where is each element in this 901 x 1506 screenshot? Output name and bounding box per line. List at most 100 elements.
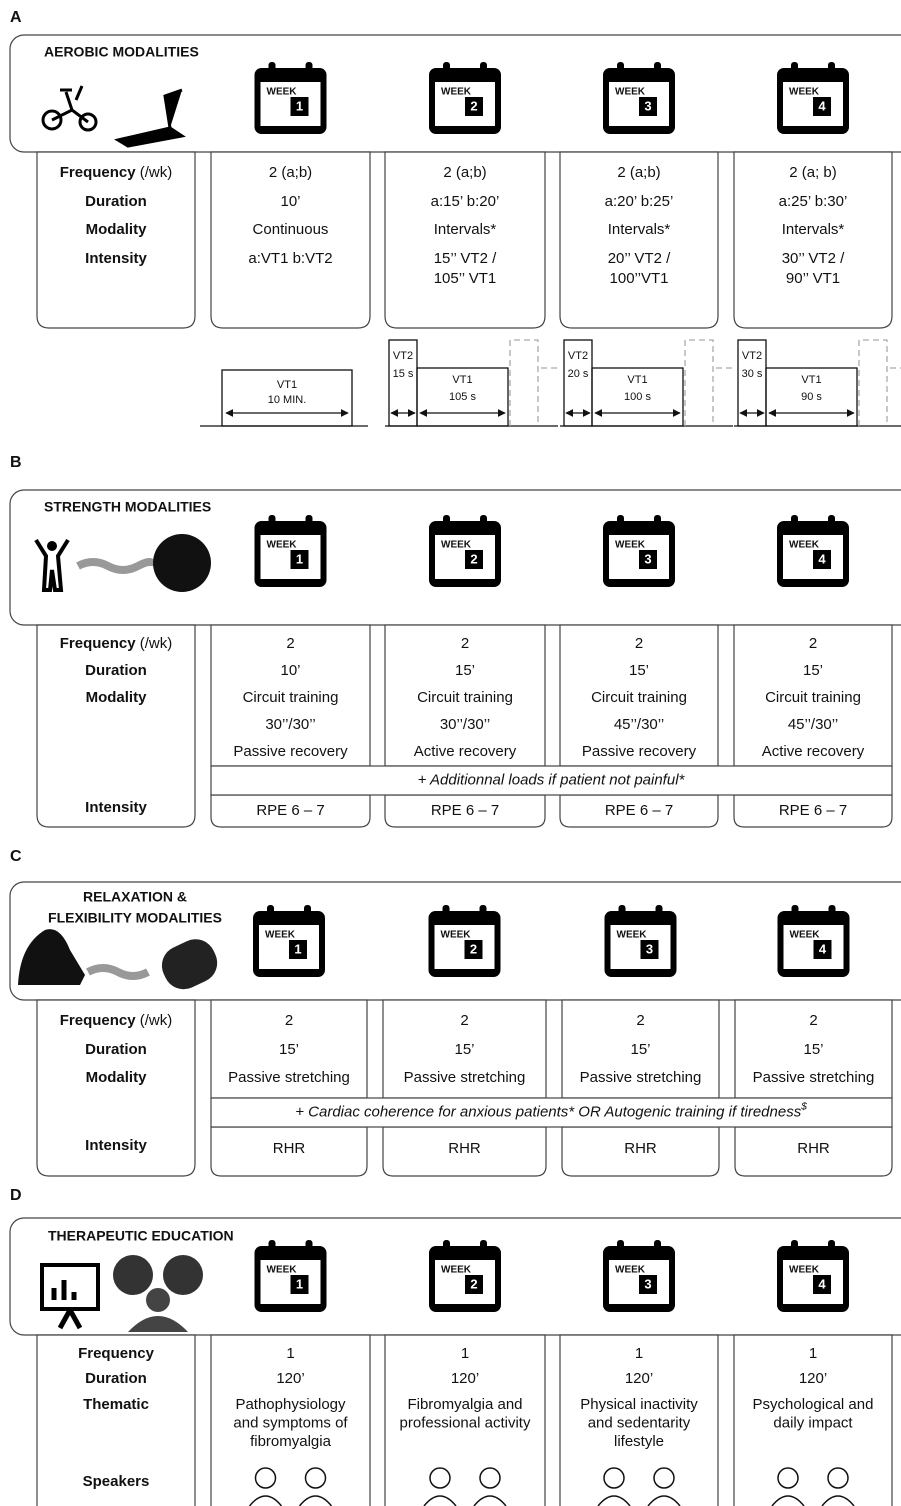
intensity-box — [733, 794, 893, 828]
calendar-ring — [617, 1240, 624, 1254]
row-label: Frequency — [78, 1345, 155, 1362]
cell-text: Circuit training — [417, 689, 513, 706]
week-label: WEEK — [789, 87, 820, 98]
column-box — [733, 151, 893, 329]
column-box — [382, 999, 547, 1099]
diagram-label: VT1 — [627, 374, 647, 386]
calendar-ring — [305, 62, 313, 76]
column-box — [384, 1334, 546, 1506]
cell-text: 45’’/30’’ — [788, 716, 838, 733]
week-badge — [640, 940, 659, 959]
week-number: 2 — [470, 1276, 477, 1291]
ball-icon — [153, 534, 211, 592]
cell-text: Continuous — [253, 221, 329, 238]
bike-frame — [51, 85, 89, 124]
cell-text: a:VT1 b:VT2 — [248, 250, 332, 267]
cell-text: daily impact — [773, 1414, 853, 1431]
intensity-text: RHR — [273, 1140, 306, 1157]
calendar-ring — [828, 1240, 835, 1254]
speaker-icon — [827, 1467, 849, 1489]
cell-text: 30’’/30’’ — [265, 716, 315, 733]
vt1-block — [416, 367, 509, 427]
cell-text: professional activity — [400, 1414, 531, 1431]
week-badge — [290, 1275, 309, 1294]
week-label: WEEK — [441, 87, 472, 98]
cell-text: 2 — [809, 635, 817, 652]
row-label: Intensity — [85, 799, 147, 816]
note-box — [210, 765, 893, 796]
week-number: 3 — [646, 941, 653, 956]
row-label: Duration — [85, 662, 147, 679]
vt1-block — [221, 369, 353, 427]
speaker-icon — [248, 1495, 283, 1506]
row-label-box — [36, 1334, 196, 1506]
speaker-icon — [653, 1467, 675, 1489]
row-label: Intensity — [85, 1137, 147, 1154]
week-badge — [813, 97, 831, 116]
week-badge — [290, 550, 309, 569]
cell-text: 15’ — [455, 662, 475, 679]
panel-letter: D — [10, 1187, 22, 1204]
cell-text: a:25’ b:30’ — [779, 193, 848, 210]
roller-icon — [161, 939, 218, 990]
cell-text: Passive stretching — [753, 1069, 875, 1086]
row-label: Duration — [85, 1370, 147, 1387]
row-label-text: Duration — [85, 1041, 147, 1058]
cell-text: 15’ — [279, 1041, 299, 1058]
cell-text: and symptoms of — [233, 1414, 348, 1431]
calendar-ring — [480, 515, 487, 529]
calendar-ring — [617, 62, 624, 76]
diagram-label: VT1 — [801, 374, 821, 386]
cell-text: 2 — [635, 635, 643, 652]
calendar-ring — [443, 1240, 450, 1254]
cell-text: Pathophysiology — [235, 1396, 346, 1413]
speaker-icon — [821, 1495, 855, 1506]
note: + Additionnal loads if patient not painf… — [418, 771, 686, 788]
row-label-text: Frequency — [60, 1012, 137, 1029]
row-label: Thematic — [83, 1396, 149, 1413]
row-label-text: Modality — [86, 689, 147, 706]
education-icons — [40, 1255, 203, 1332]
week-badge — [290, 97, 309, 116]
diagram-label: VT2 — [742, 350, 762, 362]
row-label: Frequency (/wk) — [60, 1012, 173, 1029]
row-label: Modality — [86, 1069, 147, 1086]
intensity-box — [382, 1126, 547, 1177]
row-label-text: Duration — [85, 662, 147, 679]
calendar-ring — [443, 62, 450, 76]
week-number: 2 — [470, 941, 477, 956]
row-label: Frequency (/wk) — [60, 635, 173, 652]
people-icon — [146, 1288, 170, 1312]
equipment-icons — [34, 534, 211, 592]
column-box — [384, 151, 546, 329]
row-label: Modality — [86, 689, 147, 706]
note-text: + Cardiac coherence for anxious patients… — [295, 1103, 801, 1120]
week-label: WEEK — [615, 87, 646, 98]
speaker-icon — [423, 1495, 457, 1506]
speaker-icon — [603, 1467, 625, 1489]
cell-text: Passive recovery — [582, 743, 697, 760]
vt1-block — [591, 367, 684, 427]
column-box — [559, 151, 719, 329]
week-label: WEEK — [789, 1265, 820, 1276]
intensity-text: RHR — [797, 1140, 830, 1157]
person-icon — [34, 538, 70, 592]
week-label: WEEK — [267, 540, 298, 551]
cell-text: 30’’/30’’ — [440, 716, 490, 733]
cell-text: fibromyalgia — [250, 1433, 332, 1450]
column-box — [384, 624, 546, 767]
cell-text: Intervals* — [782, 221, 845, 238]
calendar-ring — [268, 62, 276, 76]
week-badge — [465, 97, 483, 116]
diagram-label: VT1 — [452, 374, 472, 386]
calendar-ring — [791, 905, 799, 919]
calendar-ring — [268, 1240, 276, 1254]
interval-diagram — [560, 339, 733, 427]
week-number: 1 — [296, 1276, 303, 1291]
row-label-text: Frequency — [60, 164, 137, 181]
calendar-ring — [654, 1240, 661, 1254]
intensity-box — [561, 1126, 720, 1177]
intensity-box — [210, 794, 371, 828]
diagram-label: VT2 — [393, 350, 413, 362]
